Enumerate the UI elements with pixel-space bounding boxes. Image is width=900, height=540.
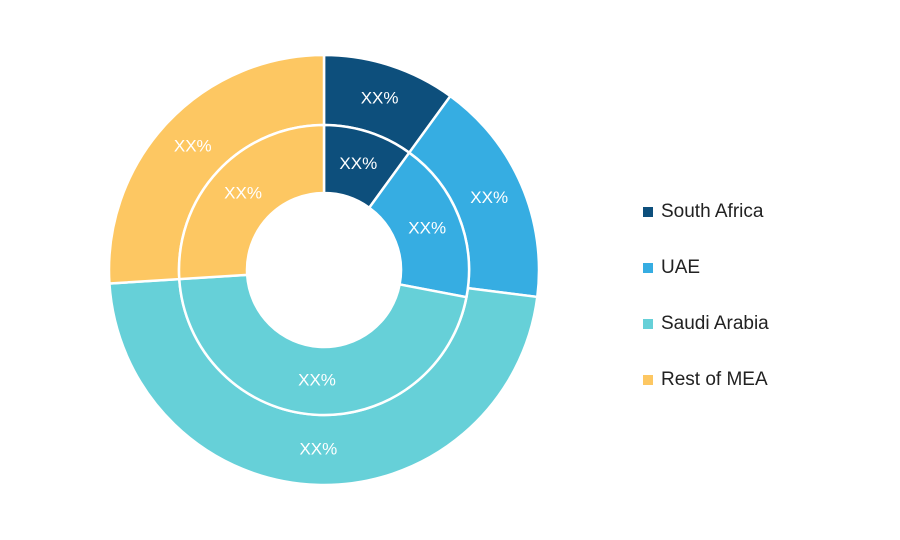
legend-label: South Africa [661,201,764,222]
donut-slice [367,150,471,299]
legend-marker [643,319,653,329]
legend-label: UAE [661,257,700,278]
slice-label: XX% [339,154,377,173]
legend-label: Rest of MEA [661,369,768,390]
slice-label: XX% [224,183,262,202]
legend-label: Saudi Arabia [661,313,769,334]
legend-marker [643,263,653,273]
donut-slice [177,123,326,281]
legend-marker [643,207,653,217]
slice-label: XX% [174,136,212,155]
slice-label: XX% [298,370,336,389]
donut-slice [177,273,468,417]
slice-label: XX% [361,88,399,107]
slice-label: XX% [408,219,446,238]
slice-label: XX% [299,439,337,458]
slice-label: XX% [470,188,508,207]
legend-marker [643,375,653,385]
